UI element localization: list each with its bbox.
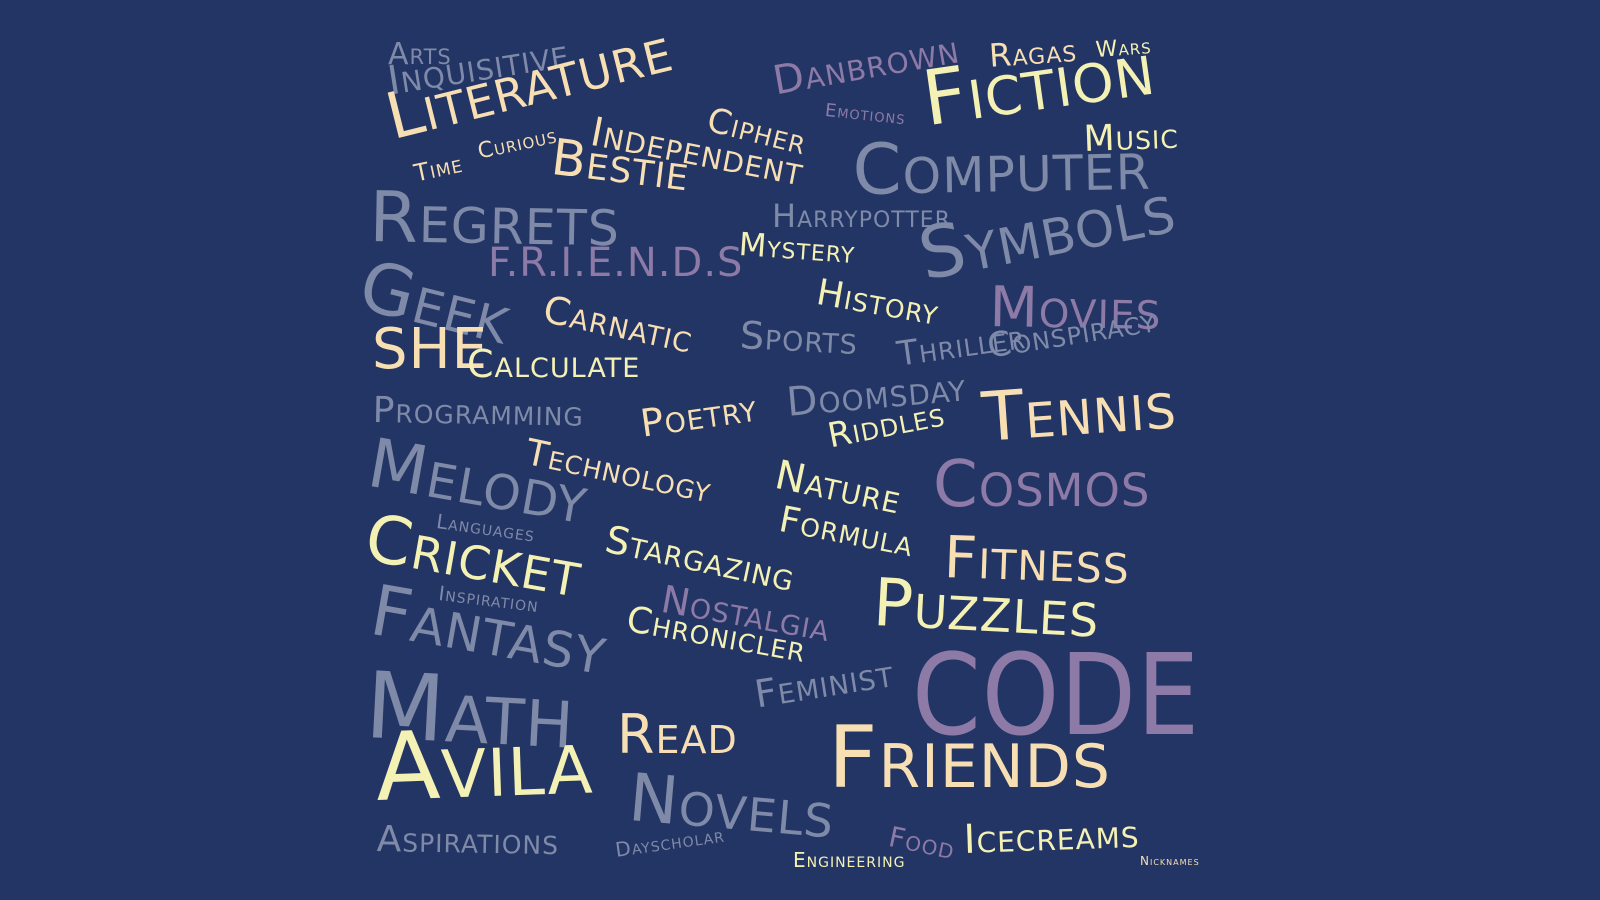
word-engineering: Engineering — [793, 848, 906, 872]
word-friends: Friends — [828, 708, 1111, 808]
word-avila: Avila — [373, 706, 595, 823]
word-tennis: Tennis — [979, 365, 1179, 458]
word-arts: Arts — [388, 37, 452, 72]
word-emotions: Emotions — [824, 100, 907, 130]
word-calculate: Calculate — [467, 342, 641, 386]
word-cosmos: Cosmos — [933, 448, 1151, 522]
word-poetry: Poetry — [637, 385, 760, 446]
word-mystery: Mystery — [737, 225, 857, 272]
word-she: SHE — [372, 317, 489, 382]
word-icecreams: Icecreams — [962, 810, 1141, 863]
word-read: Read — [617, 703, 738, 766]
word-sports: Sports — [738, 313, 860, 364]
word-harrypotter: Harrypotter — [772, 197, 951, 235]
word-friends-dots: F.R.I.E.N.D.S — [488, 240, 744, 286]
word-code: CODE — [912, 631, 1201, 761]
word-nicknames: Nicknames — [1140, 854, 1200, 868]
word-programming: Programming — [372, 390, 585, 435]
word-aspirations: Aspirations — [376, 819, 560, 864]
